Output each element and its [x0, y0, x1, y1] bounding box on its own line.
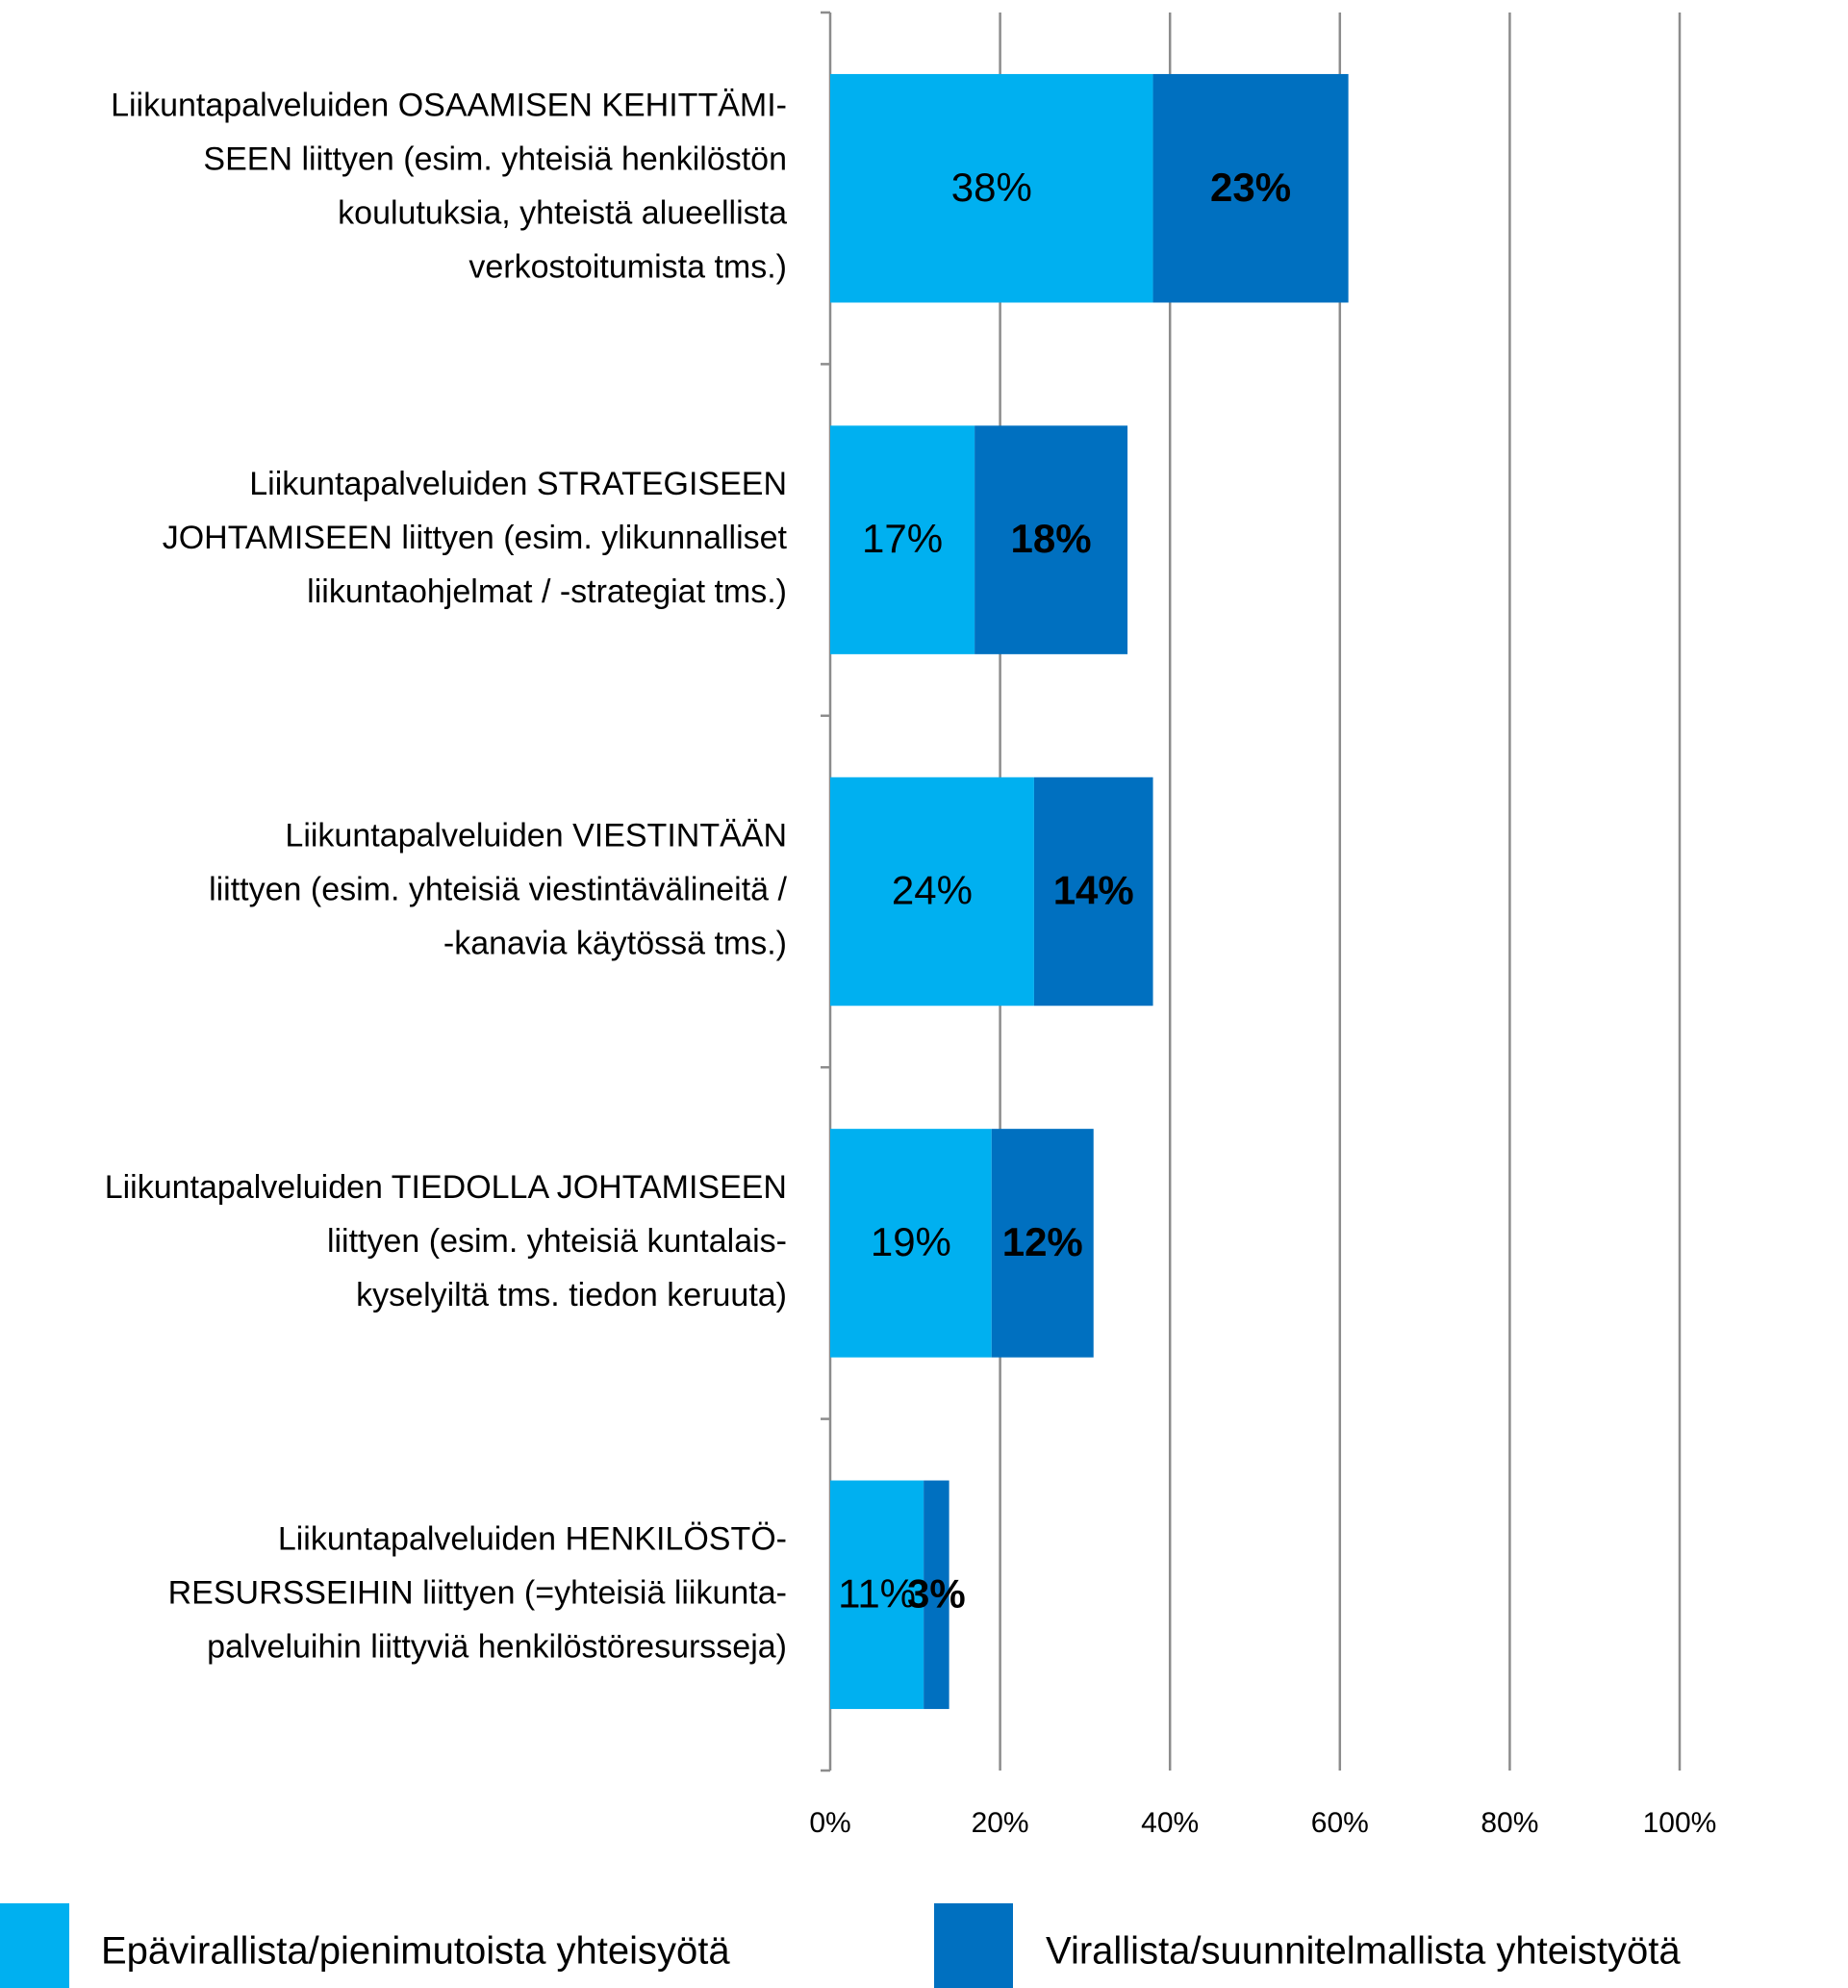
x-tick-label: 100% [1643, 1807, 1717, 1839]
bar-segment [1152, 73, 1349, 303]
category-label: Liikuntapalveluiden STRATEGISEEN JOHTAMIS… [163, 466, 788, 610]
legend-swatch [934, 1903, 1013, 1988]
x-tick-label: 0% [809, 1807, 850, 1839]
value-label: 24% [892, 868, 973, 913]
category-label: Liikuntapalveluiden HENKILÖSTÖ-RESURSSEI… [168, 1520, 787, 1665]
value-label: 38% [951, 165, 1032, 210]
value-label: 23% [1210, 165, 1291, 210]
legend-swatch [0, 1903, 69, 1988]
value-label: 19% [871, 1219, 951, 1264]
x-tick-label: 20% [972, 1807, 1029, 1839]
bar-segment [1033, 777, 1153, 1007]
bar-segment [975, 425, 1128, 654]
bar-segment [830, 425, 975, 654]
value-label: 11% [838, 1570, 916, 1616]
bar-segment [991, 1129, 1094, 1358]
legend-label: Virallista/suunnitelmallista yhteistyötä [1046, 1930, 1681, 1973]
value-label: 12% [1002, 1219, 1083, 1264]
value-label: 3% [907, 1570, 966, 1616]
value-label: 17% [862, 516, 943, 561]
bar-segment [830, 1129, 992, 1358]
x-tick-label: 40% [1141, 1807, 1199, 1839]
x-tick-label: 80% [1481, 1807, 1538, 1839]
category-label: Liikuntapalveluiden OSAAMISEN KEHITTÄMI-… [111, 88, 787, 286]
category-label: Liikuntapalveluiden VIESTINTÄÄN liittyen … [209, 817, 787, 961]
legend-label: Epävirallista/pienimutoista yhteisyötä [101, 1930, 730, 1973]
bar-segment [830, 73, 1153, 303]
category-label: Liikuntapalveluiden TIEDOLLA JOHTAMISEEN… [105, 1169, 787, 1313]
x-tick-label: 60% [1311, 1807, 1369, 1839]
bar-segment [924, 1480, 949, 1710]
bar-segment [830, 1480, 924, 1710]
value-label: 18% [1011, 516, 1092, 561]
bar-segment [830, 777, 1034, 1007]
value-label: 14% [1053, 868, 1134, 913]
